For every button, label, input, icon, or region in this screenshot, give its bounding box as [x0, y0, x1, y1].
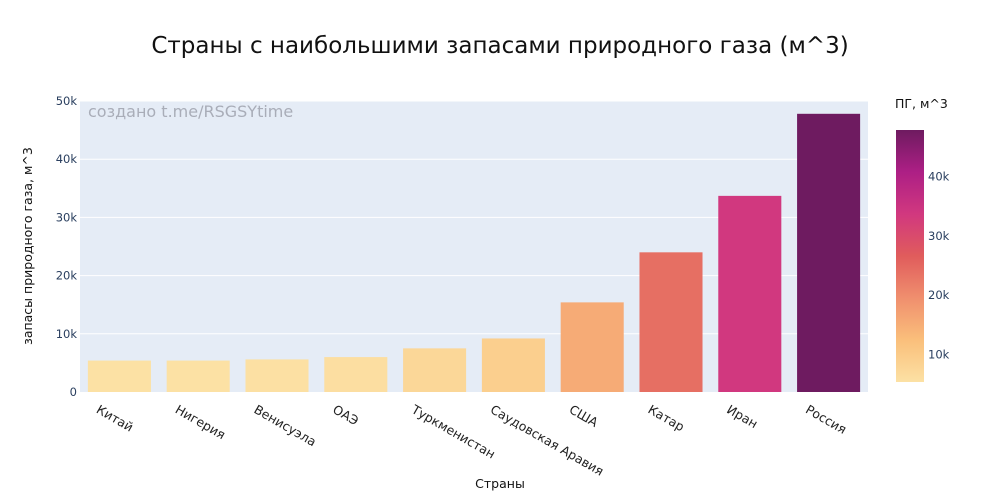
x-tick-label: Россия	[803, 402, 849, 437]
y-tick-label: 30k	[56, 210, 78, 224]
colorbar-tick-label: 20k	[928, 288, 950, 302]
x-tick-label: Туркменистан	[408, 401, 498, 461]
y-axis-label: запасы природного газа, м^3	[20, 147, 35, 345]
x-tick-label: Нигерия	[173, 402, 228, 443]
colorbar-title: ПГ, м^3	[895, 96, 948, 111]
x-tick-label: Китай	[94, 402, 136, 435]
chart-title: Страны с наибольшими запасами природного…	[151, 33, 848, 59]
watermark-text: создано t.me/RSGSYtime	[88, 102, 293, 121]
bar	[481, 338, 545, 392]
x-axis-ticks: Китай Нигерия Венисуэла ОАЭ ТуркменистанСауд…	[94, 401, 849, 479]
bar	[639, 252, 703, 392]
y-tick-label: 40k	[56, 152, 78, 166]
colorbar	[896, 130, 924, 382]
x-axis-label: Страны	[475, 476, 525, 491]
bar	[324, 357, 388, 392]
x-tick-label: Катар	[646, 402, 688, 435]
x-tick-label: США	[567, 402, 601, 431]
y-axis-ticks: 0 10k 20k 30k 40k 50k	[56, 94, 78, 399]
bar	[718, 195, 782, 392]
y-tick-label: 50k	[56, 94, 78, 108]
y-tick-label: 10k	[56, 327, 78, 341]
x-tick-label: Иран	[724, 402, 760, 432]
bars	[87, 113, 861, 392]
bar	[166, 360, 230, 392]
x-tick-label: ОАЭ	[330, 402, 361, 429]
colorbar-tick-label: 40k	[928, 169, 950, 183]
bar	[797, 113, 861, 392]
bar	[87, 360, 151, 392]
colorbar-ticks: 10k 20k 30k 40k	[928, 169, 950, 361]
bar	[245, 359, 309, 392]
bar	[560, 302, 624, 392]
y-tick-label: 20k	[56, 269, 78, 283]
colorbar-tick-label: 10k	[928, 348, 950, 362]
bar	[403, 348, 467, 392]
colorbar-tick-label: 30k	[928, 229, 950, 243]
y-tick-label: 0	[70, 385, 77, 399]
x-tick-label: Венисуэла	[252, 402, 320, 450]
